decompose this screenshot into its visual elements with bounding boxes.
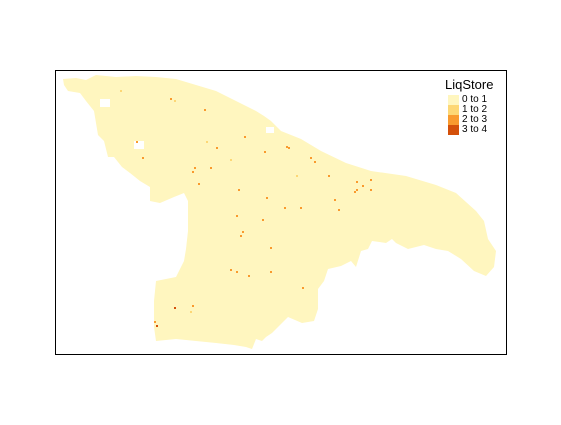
cell-2to3	[262, 219, 264, 221]
cell-1to2	[120, 90, 122, 92]
cell-2to3	[154, 321, 156, 323]
cell-1to2	[230, 159, 232, 161]
cell-2to3	[236, 215, 238, 217]
legend-label: 0 to 1	[462, 94, 488, 105]
cell-2to3	[270, 247, 272, 249]
cell-2to3	[194, 167, 196, 169]
cell-2to3	[230, 269, 232, 271]
cell-1to2	[190, 311, 192, 313]
cell-2to3	[240, 235, 242, 237]
cell-1to2	[206, 141, 208, 143]
legend-item: 0 to 1	[448, 95, 503, 105]
legend-item: 1 to 2	[448, 105, 503, 115]
cell-2to3	[198, 183, 200, 185]
cell-2to3	[136, 141, 138, 143]
cell-2to3	[204, 109, 206, 111]
cell-2to3	[244, 136, 246, 138]
legend-item: 2 to 3	[448, 115, 503, 125]
boundary-notch	[100, 99, 110, 107]
cell-2to3	[284, 207, 286, 209]
boundary-notch	[266, 127, 274, 133]
cell-2to3	[236, 271, 238, 273]
cell-2to3	[370, 179, 372, 181]
cell-2to3	[170, 98, 172, 100]
cell-2to3	[310, 157, 312, 159]
cell-2to3	[328, 175, 330, 177]
legend-label: 1 to 2	[462, 104, 488, 115]
cell-3to4	[174, 307, 176, 309]
cell-1to2	[296, 175, 298, 177]
cell-2to3	[314, 161, 316, 163]
cell-2to3	[300, 207, 302, 209]
cell-2to3	[362, 185, 364, 187]
cell-3to4	[156, 325, 158, 327]
cell-2to3	[248, 275, 250, 277]
cell-2to3	[302, 287, 304, 289]
cell-2to3	[264, 151, 266, 153]
legend-swatch	[448, 105, 459, 115]
map-panel	[55, 70, 507, 355]
cell-2to3	[370, 189, 372, 191]
legend-item: 3 to 4	[448, 125, 503, 135]
cell-2to3	[142, 157, 144, 159]
cell-2to3	[354, 191, 356, 193]
cell-2to3	[356, 181, 358, 183]
cell-2to3	[286, 146, 288, 148]
cell-2to3	[216, 147, 218, 149]
cell-2to3	[192, 305, 194, 307]
cell-2to3	[288, 147, 290, 149]
cell-2to3	[242, 231, 244, 233]
cell-2to3	[210, 167, 212, 169]
cell-1to2	[174, 100, 176, 102]
legend-label: 2 to 3	[462, 114, 488, 125]
boundary-notch	[134, 141, 144, 149]
cell-2to3	[356, 189, 358, 191]
legend-label: 3 to 4	[462, 124, 488, 135]
cell-2to3	[238, 189, 240, 191]
cell-2to3	[270, 271, 272, 273]
cell-2to3	[192, 171, 194, 173]
city-choropleth-map	[63, 75, 496, 349]
map-legend: LiqStore 0 to 1 1 to 2 2 to 3 3 to 4	[445, 77, 503, 135]
city-boundary-region	[63, 75, 496, 349]
cell-2to3	[266, 197, 268, 199]
legend-title: LiqStore	[445, 77, 494, 92]
value-cells	[120, 90, 372, 327]
legend-swatch	[448, 115, 459, 125]
cell-2to3	[338, 209, 340, 211]
legend-swatch	[448, 95, 459, 105]
legend-swatch	[448, 125, 459, 135]
cell-2to3	[334, 199, 336, 201]
